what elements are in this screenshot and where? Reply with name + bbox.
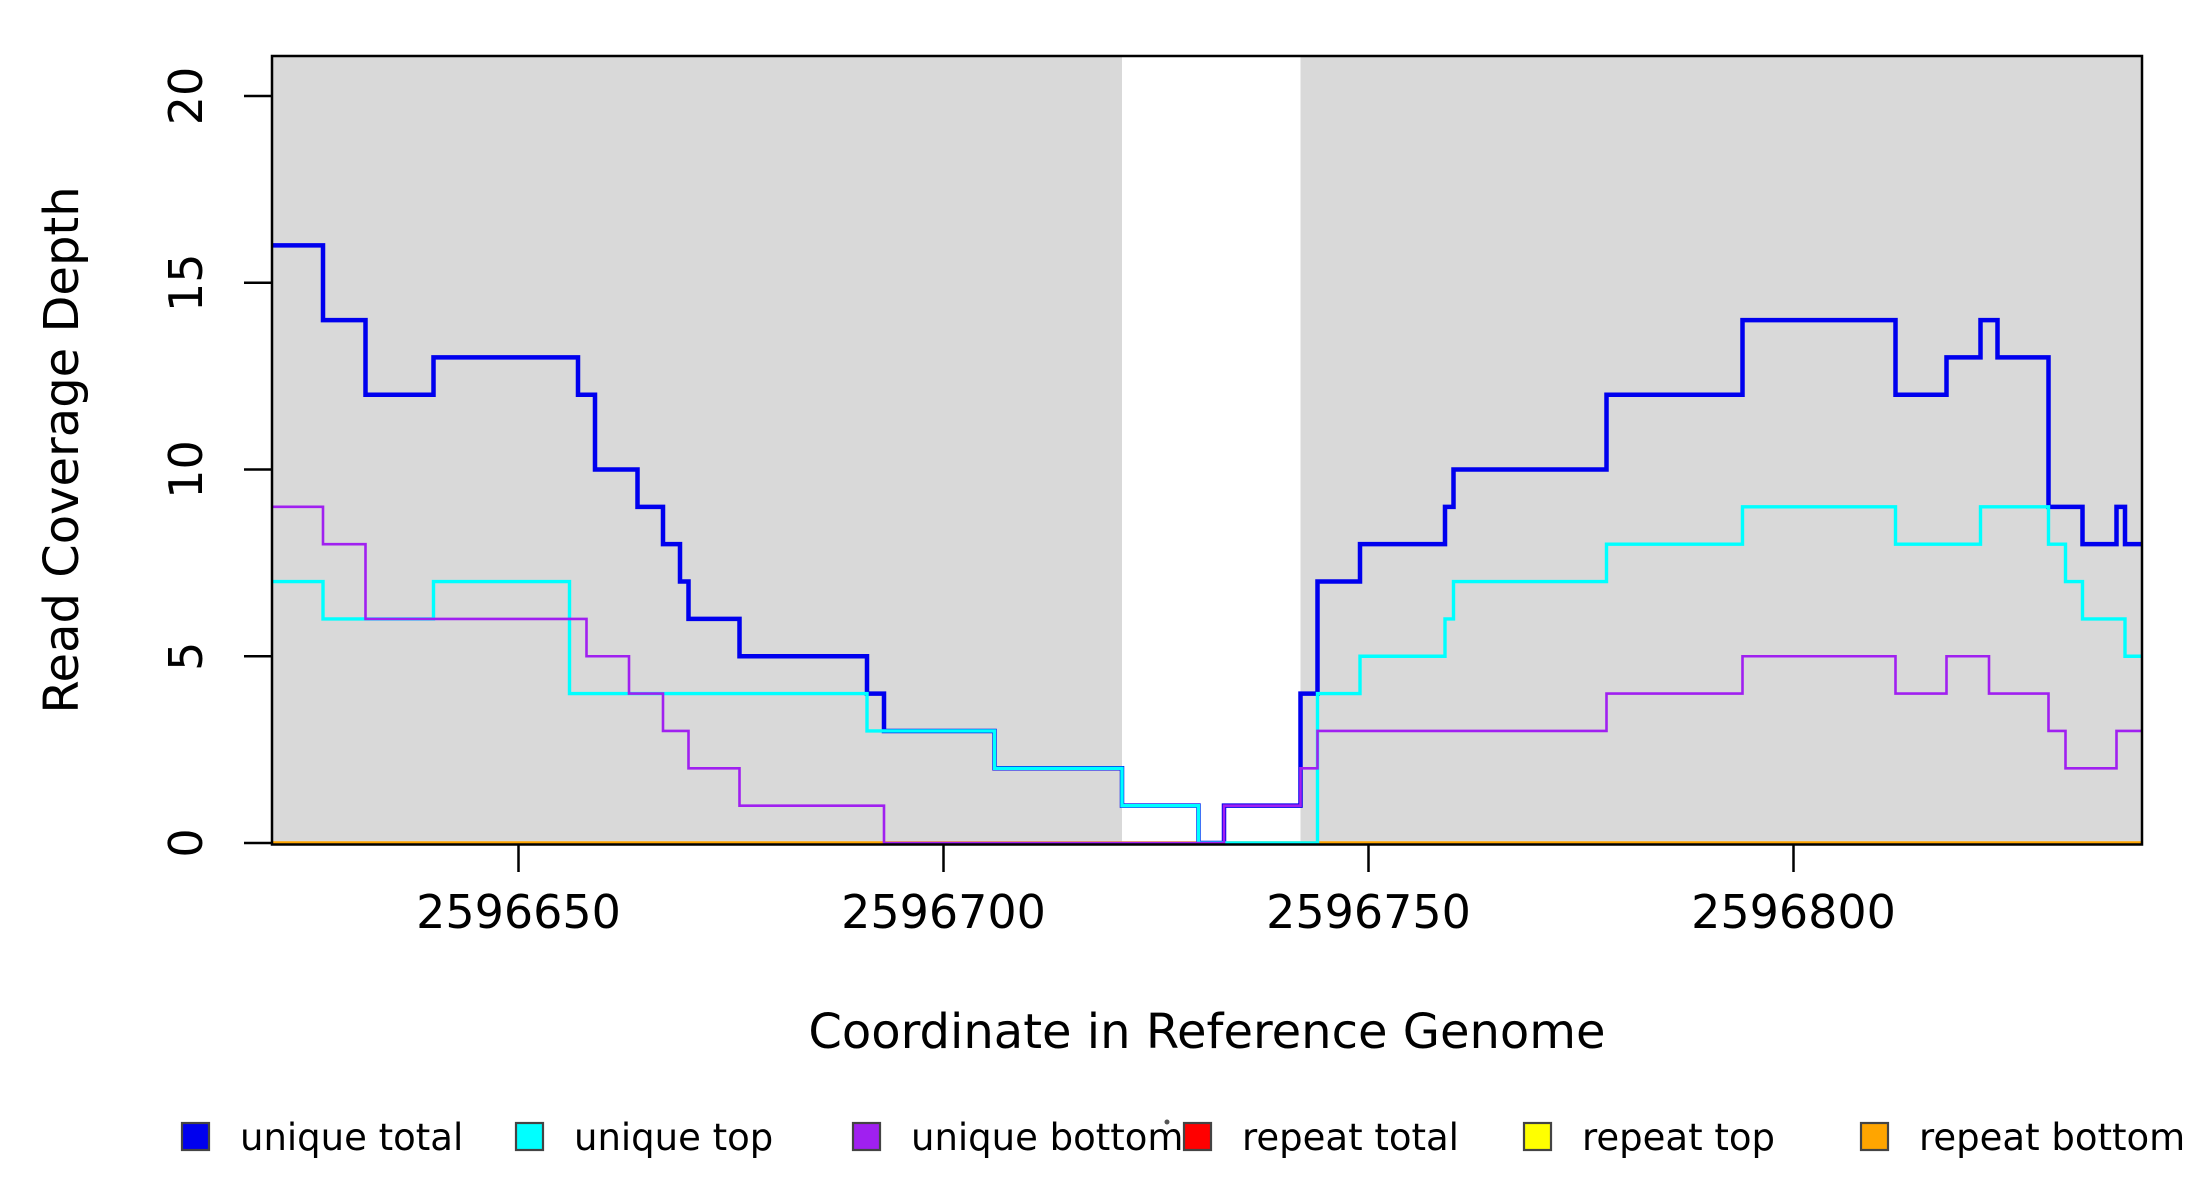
legend-swatch-repeat-bottom (1859, 1121, 1890, 1152)
x-tick-label: 2596650 (416, 885, 621, 939)
y-axis-ticks (244, 94, 272, 845)
series-line-unique-top (272, 505, 2142, 845)
y-tick-label: 15 (159, 253, 213, 312)
legend-item-repeat-top: repeat top (1522, 1116, 1775, 1159)
y-tick-label: 10 (159, 440, 213, 499)
x-tick-label: 2596800 (1691, 885, 1896, 939)
legend-label: repeat bottom (1919, 1116, 2185, 1159)
x-tick-label: 2596750 (1266, 885, 1471, 939)
legend-swatch-unique-total (180, 1121, 211, 1152)
plot-border (270, 54, 2144, 846)
legend-item-unique-bottom: unique bottom (851, 1116, 1183, 1159)
legend-swatch-unique-bottom (851, 1121, 882, 1152)
legend-item-repeat-total: repeat total (1182, 1116, 1459, 1159)
legend-artifact-dot (1164, 1119, 1170, 1125)
highlight-region-2 (1300, 56, 2142, 843)
highlight-regions (272, 56, 2142, 843)
x-tick-label: 2596700 (841, 885, 1046, 939)
coverage-step-lines (272, 243, 2142, 846)
legend-swatch-repeat-top (1522, 1121, 1553, 1152)
legend-item-repeat-bottom: repeat bottom (1859, 1116, 2185, 1159)
legend-swatch-unique-top (514, 1121, 545, 1152)
legend-item-unique-total: unique total (180, 1116, 463, 1159)
y-tick-label: 0 (159, 828, 213, 857)
y-tick-label: 5 (159, 642, 213, 671)
y-axis-tick-labels: 0 5 10 15 20 (159, 67, 213, 858)
legend-label: unique bottom (911, 1116, 1183, 1159)
legend-label: repeat total (1242, 1116, 1459, 1159)
legend-label: unique top (574, 1116, 773, 1159)
legend-swatch-repeat-total (1182, 1121, 1213, 1152)
series-line-unique-bottom (272, 505, 2142, 845)
y-tick-label: 20 (159, 67, 213, 126)
x-axis-ticks (517, 844, 1795, 872)
x-axis-title: Coordinate in Reference Genome (808, 1004, 1605, 1060)
legend-item-unique-top: unique top (514, 1116, 773, 1159)
x-axis-tick-labels: 2596650 2596700 2596750 2596800 (416, 885, 1896, 939)
legend-label: unique total (240, 1116, 463, 1159)
y-axis-title: Read Coverage Depth (34, 186, 90, 713)
legend-label: repeat top (1582, 1116, 1775, 1159)
legend: unique total unique top unique bottom repea… (180, 1116, 2185, 1159)
highlight-region-1 (272, 56, 1122, 843)
